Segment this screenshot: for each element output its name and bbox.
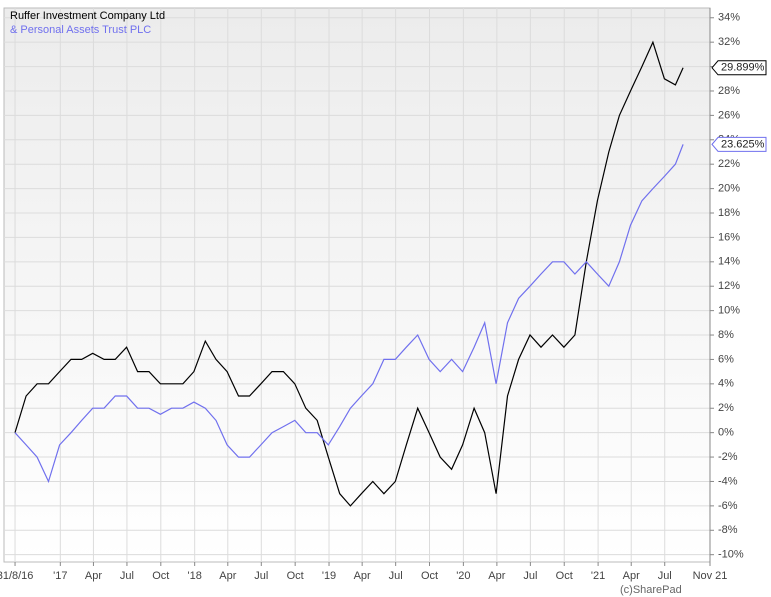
value-label-box bbox=[711, 136, 767, 152]
x-tick-label: Nov 21 bbox=[693, 570, 728, 582]
y-tick-label: 16% bbox=[718, 231, 740, 243]
y-tick-label: 0% bbox=[718, 427, 734, 439]
x-tick-label: Oct bbox=[421, 570, 438, 582]
y-tick-label: 20% bbox=[718, 183, 740, 195]
y-tick-label: 32% bbox=[718, 36, 740, 48]
x-tick-label: 31/8/16 bbox=[0, 570, 33, 582]
y-tick-label: 22% bbox=[718, 158, 740, 170]
value-label: 29.899% bbox=[721, 62, 765, 74]
y-tick-label: -10% bbox=[718, 549, 744, 561]
x-tick-label: Apr bbox=[219, 570, 236, 582]
value-label: 23.625% bbox=[721, 138, 765, 150]
y-tick-label: 18% bbox=[718, 207, 740, 219]
y-tick-label: 10% bbox=[718, 305, 740, 317]
x-tick-label: '17 bbox=[53, 570, 67, 582]
legend-label: & Personal Assets Trust PLC bbox=[10, 24, 151, 36]
x-tick-label: Apr bbox=[85, 570, 102, 582]
credit: (c)SharePad bbox=[620, 584, 682, 596]
y-tick-label: 6% bbox=[718, 353, 734, 365]
x-tick-label: Oct bbox=[287, 570, 304, 582]
x-tick-label: Oct bbox=[152, 570, 169, 582]
y-tick-label: -6% bbox=[718, 500, 738, 512]
y-tick-label: -8% bbox=[718, 524, 738, 536]
y-tick-label: 4% bbox=[718, 378, 734, 390]
y-tick-label: 34% bbox=[718, 12, 740, 24]
series-line bbox=[14, 40, 684, 507]
x-tick-label: Apr bbox=[488, 570, 505, 582]
x-tick-label: Apr bbox=[623, 570, 640, 582]
x-tick-label: '18 bbox=[187, 570, 201, 582]
x-tick-label: '21 bbox=[591, 570, 605, 582]
y-tick-label: 2% bbox=[718, 402, 734, 414]
y-tick-label: 28% bbox=[718, 85, 740, 97]
series-line bbox=[14, 144, 684, 484]
x-tick-label: Jul bbox=[658, 570, 672, 582]
plot-area bbox=[3, 7, 711, 563]
x-tick-label: '20 bbox=[456, 570, 470, 582]
legend-label: Ruffer Investment Company Ltd bbox=[10, 10, 165, 22]
x-tick-label: Jul bbox=[389, 570, 403, 582]
x-tick-label: '19 bbox=[322, 570, 336, 582]
y-tick-label: 14% bbox=[718, 256, 740, 268]
y-tick-label: 12% bbox=[718, 280, 740, 292]
x-tick-label: Oct bbox=[556, 570, 573, 582]
y-tick-label: 26% bbox=[718, 109, 740, 121]
y-tick-label: -4% bbox=[718, 475, 738, 487]
x-tick-label: Jul bbox=[120, 570, 134, 582]
x-tick-label: Jul bbox=[254, 570, 268, 582]
value-label-box bbox=[711, 60, 767, 76]
y-tick-label: 8% bbox=[718, 329, 734, 341]
x-tick-label: Apr bbox=[354, 570, 371, 582]
x-tick-label: Jul bbox=[523, 570, 537, 582]
y-tick-label: -2% bbox=[718, 451, 738, 463]
